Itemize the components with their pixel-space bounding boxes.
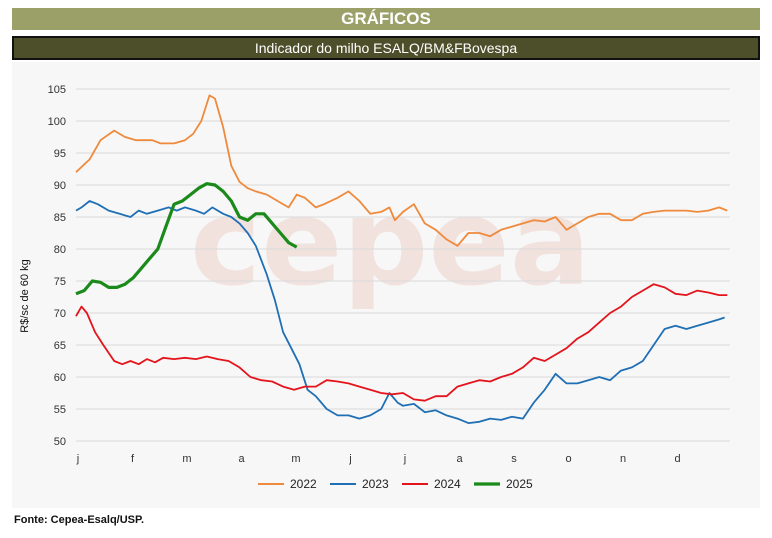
legend: 2022 2023 2024 2025 (258, 477, 533, 491)
y-tick-label: 90 (54, 180, 66, 192)
chart-title-bar: Indicador do milho ESALQ/BM&FBovespa (12, 36, 760, 60)
x-tick-label: j (76, 453, 79, 465)
legend-label-2022: 2022 (290, 477, 317, 491)
x-tick-label: m (291, 453, 300, 465)
y-axis-label: R$/sc de 60 kg (19, 259, 31, 332)
y-tick-label: 65 (54, 340, 66, 352)
cepea-watermark: cepea (190, 174, 591, 313)
y-tick-label: 95 (54, 148, 66, 160)
series-line-2024 (75, 283, 728, 402)
legend-label-2023: 2023 (362, 477, 389, 491)
y-tick-label: 80 (54, 244, 66, 256)
y-tick-label: 60 (54, 372, 66, 384)
series-line-2025 (75, 182, 298, 296)
y-axis-ticks: 50 55 60 65 70 75 80 85 90 95 100 105 (48, 84, 66, 448)
legend-label-2025: 2025 (506, 477, 533, 491)
x-tick-label: o (565, 453, 571, 465)
x-tick-label: d (674, 453, 680, 465)
y-tick-label: 70 (54, 308, 66, 320)
grid-lines (76, 88, 730, 442)
series-line-2023 (75, 200, 725, 425)
section-title-bar: GRÁFICOS (12, 8, 760, 30)
source-note: Fonte: Cepea-Esalq/USP. (14, 514, 144, 526)
series-lines (75, 94, 728, 425)
y-tick-label: 55 (54, 404, 66, 416)
legend-label-2024: 2024 (434, 477, 461, 491)
section-title: GRÁFICOS (341, 9, 431, 28)
y-tick-label: 105 (48, 84, 66, 96)
x-tick-label: a (456, 453, 463, 465)
chart-panel: cepea 50 55 60 65 70 75 80 85 90 95 100 105 j f m a m j j… (12, 62, 760, 508)
x-tick-label: f (131, 453, 135, 465)
chart-title: Indicador do milho ESALQ/BM&FBovespa (254, 40, 518, 56)
y-tick-label: 85 (54, 212, 66, 224)
x-tick-label: n (620, 453, 626, 465)
y-tick-label: 50 (54, 436, 66, 448)
y-tick-label: 75 (54, 276, 66, 288)
x-tick-label: j (403, 453, 406, 465)
x-tick-label: m (182, 453, 191, 465)
y-tick-label: 100 (48, 116, 66, 128)
chart-canvas: cepea 50 55 60 65 70 75 80 85 90 95 100 105 j f m a m j j… (19, 84, 730, 491)
x-tick-label: j (348, 453, 351, 465)
x-tick-label: s (511, 453, 517, 465)
x-tick-label: a (238, 453, 245, 465)
series-line-2022 (75, 94, 728, 247)
